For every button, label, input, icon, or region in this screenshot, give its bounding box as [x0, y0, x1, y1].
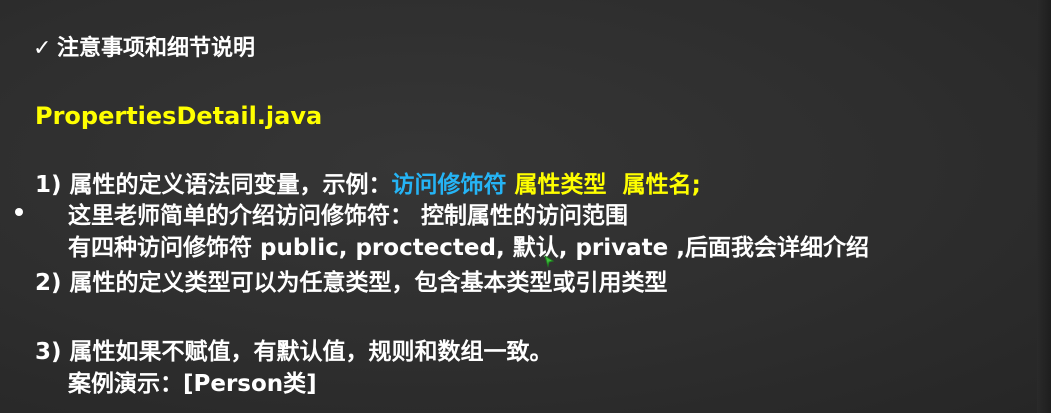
- sub-line-1: 这里老师简单的介绍访问修饰符： 控制属性的访问范围: [68, 203, 629, 229]
- property-name-label: 属性名;: [622, 172, 701, 198]
- list-item-1: 1) 属性的定义语法同变量，示例：访问修饰符 属性类型 属性名;: [35, 170, 701, 200]
- filename: PropertiesDetail.java: [35, 102, 323, 130]
- property-type-label: 属性类型: [514, 172, 607, 198]
- demo-line: 案例演示：[Person类]: [68, 371, 317, 397]
- section-heading: ✓ 注意事项和细节说明: [33, 34, 255, 64]
- access-modifier-label: 访问修饰符: [391, 172, 507, 198]
- list-item-3: 3) 属性如果不赋值，有默认值，规则和数组一致。: [35, 339, 553, 365]
- heading-text: 注意事项和细节说明: [57, 36, 256, 61]
- mouse-cursor-icon: [544, 254, 555, 268]
- list-item-2: 2) 属性的定义类型可以为任意类型，包含基本类型或引用类型: [35, 270, 668, 296]
- check-icon: ✓: [33, 36, 52, 61]
- right-edge-strip: [1037, 0, 1051, 413]
- bullet-dot-icon: [15, 208, 23, 216]
- list-item-1-text: 1) 属性的定义语法同变量，示例：: [35, 172, 392, 198]
- sub-line-2: 有四种访问修饰符 public, proctected, 默认, private…: [68, 235, 870, 261]
